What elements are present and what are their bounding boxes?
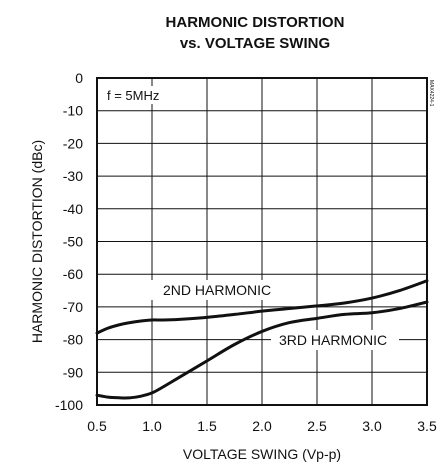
x-axis-ticks: 0.5 1.0 1.5 2.0 2.5 3.0 3.5 <box>87 418 437 434</box>
chart-title-line1: HARMONIC DISTORTION <box>166 14 345 31</box>
y-tick-label: -70 <box>63 299 83 315</box>
series-lines <box>95 279 429 400</box>
y-tick-label: -50 <box>63 234 83 250</box>
condition-note: f = 5MHz <box>107 88 159 103</box>
plot-area-frame <box>96 77 428 406</box>
series-label-2nd-harmonic: 2ND HARMONIC <box>163 282 271 298</box>
y-axis-label: HARMONIC DISTORTION (dBc) <box>29 140 45 343</box>
y-tick-label: 0 <box>75 70 83 86</box>
y-tick-label: -90 <box>63 364 83 380</box>
x-tick-label: 1.0 <box>142 418 162 434</box>
x-tick-label: 0.5 <box>87 418 107 434</box>
x-tick-label: 3.0 <box>362 418 382 434</box>
y-tick-label: -80 <box>63 332 83 348</box>
x-tick-label: 2.0 <box>252 418 272 434</box>
note-backdrop <box>102 86 160 104</box>
y-tick-label: -40 <box>63 201 83 217</box>
label-backdrop-2nd <box>150 280 275 300</box>
series-line-2nd-harmonic <box>95 279 429 335</box>
x-tick-label: 2.5 <box>307 418 327 434</box>
series-label-3rd-harmonic: 3RD HARMONIC <box>279 332 387 348</box>
y-tick-label: -60 <box>63 266 83 282</box>
y-tick-label: -30 <box>63 168 83 184</box>
series-line-3rd-harmonic <box>95 300 429 400</box>
x-axis-label: VOLTAGE SWING (Vp-p) <box>183 446 341 462</box>
y-axis-ticks: 0 -10 -20 -30 -40 -50 -60 -70 -80 -90 -100 <box>55 70 83 413</box>
grid-lines <box>96 77 428 406</box>
y-tick-label: -10 <box>63 103 83 119</box>
x-tick-label: 3.5 <box>417 418 437 434</box>
y-tick-label: -100 <box>55 397 83 413</box>
chart-title-line2: vs. VOLTAGE SWING <box>180 35 330 52</box>
x-tick-label: 1.5 <box>197 418 217 434</box>
figure-code: MAX4224-1 <box>428 80 434 107</box>
y-tick-label: -20 <box>63 135 83 151</box>
label-backdrop-3rd <box>271 330 399 350</box>
